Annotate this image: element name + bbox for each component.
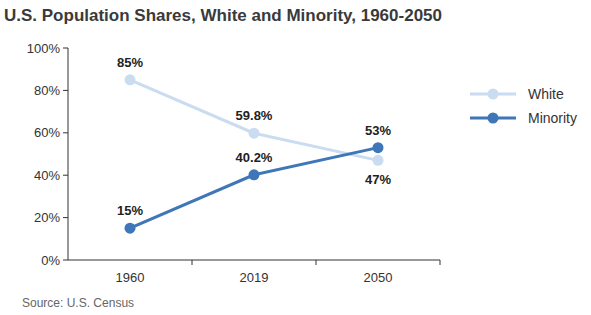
y-tick-label: 20% <box>34 210 60 225</box>
legend-label: Minority <box>528 110 577 126</box>
series-line <box>130 148 378 229</box>
chart-svg: U.S. Population Shares, White and Minori… <box>0 0 591 315</box>
y-tick-label: 60% <box>34 125 60 140</box>
legend: White Minority <box>470 86 577 126</box>
y-tick <box>63 90 68 91</box>
y-tick <box>63 132 68 133</box>
x-axis <box>68 260 440 261</box>
y-tick <box>63 260 68 261</box>
series-marker <box>125 223 136 234</box>
series-marker <box>249 169 260 180</box>
series-marker <box>373 142 384 153</box>
y-tick <box>63 175 68 176</box>
source: Source: U.S. Census <box>22 296 134 310</box>
x-tick-label: 2019 <box>240 270 269 285</box>
data-label: 15% <box>117 203 143 218</box>
legend-marker <box>488 89 499 100</box>
x-band-divider <box>192 260 193 265</box>
series-marker <box>373 155 384 166</box>
y-tick <box>63 48 68 49</box>
y-tick-label: 100% <box>27 41 61 56</box>
data-label: 59.8% <box>236 108 273 123</box>
x-tick-label: 2050 <box>364 270 393 285</box>
y-tick-label: 0% <box>41 253 60 268</box>
series-marker <box>249 128 260 139</box>
legend-marker <box>488 113 499 124</box>
x-band-divider <box>440 260 441 265</box>
y-tick <box>63 217 68 218</box>
y-axis <box>68 48 69 260</box>
x-band-divider <box>316 260 317 265</box>
plot-area <box>125 74 384 233</box>
y-tick-label: 80% <box>34 83 60 98</box>
series-marker <box>125 74 136 85</box>
data-label: 47% <box>365 172 391 187</box>
legend-label: White <box>528 86 564 102</box>
data-label: 40.2% <box>236 150 273 165</box>
data-labels: 85% 59.8% 47% 15% 40.2% 53% <box>117 55 391 218</box>
title: U.S. Population Shares, White and Minori… <box>4 6 442 25</box>
chart-container: U.S. Population Shares, White and Minori… <box>0 0 591 315</box>
y-tick-label: 40% <box>34 168 60 183</box>
data-label: 85% <box>117 55 143 70</box>
series-line <box>130 80 378 161</box>
data-label: 53% <box>365 123 391 138</box>
x-tick-label: 1960 <box>116 270 145 285</box>
